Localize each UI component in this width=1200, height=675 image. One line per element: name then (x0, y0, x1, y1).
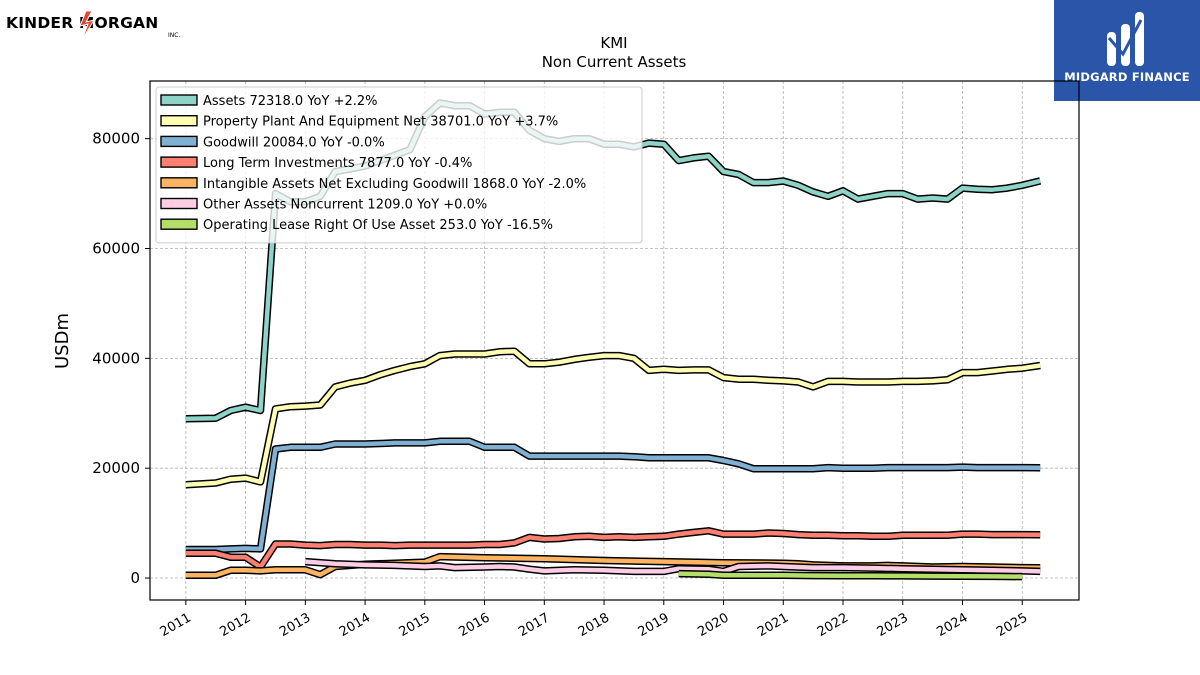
legend-item: Intangible Assets Net Excluding Goodwill… (160, 177, 586, 192)
kinder-morgan-logo: KINDER MORGAN INC. (6, 6, 186, 42)
legend-label: Long Term Investments 7877.0 YoY -0.4% (203, 156, 472, 171)
series-line (305, 559, 1041, 574)
series-goodwill (185, 437, 1041, 554)
legend-label: Other Assets Noncurrent 1209.0 YoY +0.0% (203, 198, 487, 213)
x-tick-label: 2023 (875, 610, 911, 640)
x-tick-label: 2013 (277, 610, 313, 640)
x-tick-label: 2020 (695, 610, 731, 640)
midgard-m-icon (1107, 12, 1144, 66)
series-property-plant-and-equipment-net (185, 347, 1041, 489)
y-tick-label: 0 (130, 569, 140, 587)
legend-label: Operating Lease Right Of Use Asset 253.0… (203, 218, 553, 233)
x-tick-label: 2017 (516, 610, 552, 640)
legend-swatch (160, 218, 198, 230)
x-tick-label: 2014 (337, 610, 373, 640)
legend-item: Other Assets Noncurrent 1209.0 YoY +0.0% (160, 197, 487, 213)
y-tick-label: 20000 (92, 459, 140, 477)
y-tick-label: 60000 (92, 240, 140, 258)
plot-frame (149, 80, 1080, 601)
logo-right-text: MIDGARD FINANCE (1064, 70, 1190, 84)
legend-box (155, 86, 643, 244)
midgard-finance-logo: MIDGARD FINANCE (1054, 0, 1200, 101)
legend-item: Assets 72318.0 YoY +2.2% (160, 94, 378, 109)
chart-subtitle: Non Current Assets (542, 53, 687, 71)
legend-label: Intangible Assets Net Excluding Goodwill… (203, 177, 586, 192)
legend-label: Assets 72318.0 YoY +2.2% (203, 94, 378, 109)
legend-item: Long Term Investments 7877.0 YoY -0.4% (160, 156, 472, 171)
series-long-term-investments (185, 527, 1041, 571)
series-operating-lease-right-of-use-asset (678, 569, 1023, 581)
kinder-morgan-logo-svg: KINDER MORGAN INC. (6, 10, 180, 41)
x-tick-label: 2024 (934, 610, 970, 640)
x-tick-label: 2018 (576, 610, 612, 640)
series-line (678, 571, 1023, 579)
x-tick-label: 2012 (217, 610, 253, 640)
y-axis-label: USDm (52, 313, 73, 369)
legend-swatch (160, 135, 198, 148)
legend-item: Operating Lease Right Of Use Asset 253.0… (160, 218, 553, 233)
x-tick-label: 2022 (815, 610, 851, 640)
legend-swatch (160, 114, 198, 127)
x-tick-label: 2019 (636, 610, 672, 640)
y-tick-label: 80000 (92, 130, 140, 148)
legend-label: Goodwill 20084.0 YoY -0.0% (203, 135, 385, 150)
series-line (185, 439, 1041, 552)
legend-swatch (160, 197, 198, 210)
legend-item: Goodwill 20084.0 YoY -0.0% (160, 135, 385, 150)
lightning-bolt-icon (79, 10, 96, 41)
x-tick-label: 2015 (397, 610, 433, 640)
legend-item: Property Plant And Equipment Net 38701.0… (160, 114, 558, 130)
series-line (185, 528, 1041, 570)
x-tick-label: 2011 (158, 610, 194, 640)
series-line (185, 348, 1041, 487)
legend-swatch (160, 177, 198, 189)
legend-swatch (160, 94, 198, 106)
logo-left-sub: INC. (168, 32, 180, 39)
legend: Assets 72318.0 YoY +2.2% Property Plant A… (155, 86, 643, 244)
x-tick-label: 2025 (994, 610, 1030, 640)
y-tick-label: 40000 (92, 349, 140, 367)
series-other-assets-noncurrent (305, 557, 1041, 576)
legend-label: Property Plant And Equipment Net 38701.0… (203, 115, 558, 130)
x-tick-label: 2016 (456, 610, 492, 640)
legend-swatch (160, 156, 198, 168)
x-tick-label: 2021 (755, 610, 791, 640)
chart-title: KMI (600, 34, 627, 52)
